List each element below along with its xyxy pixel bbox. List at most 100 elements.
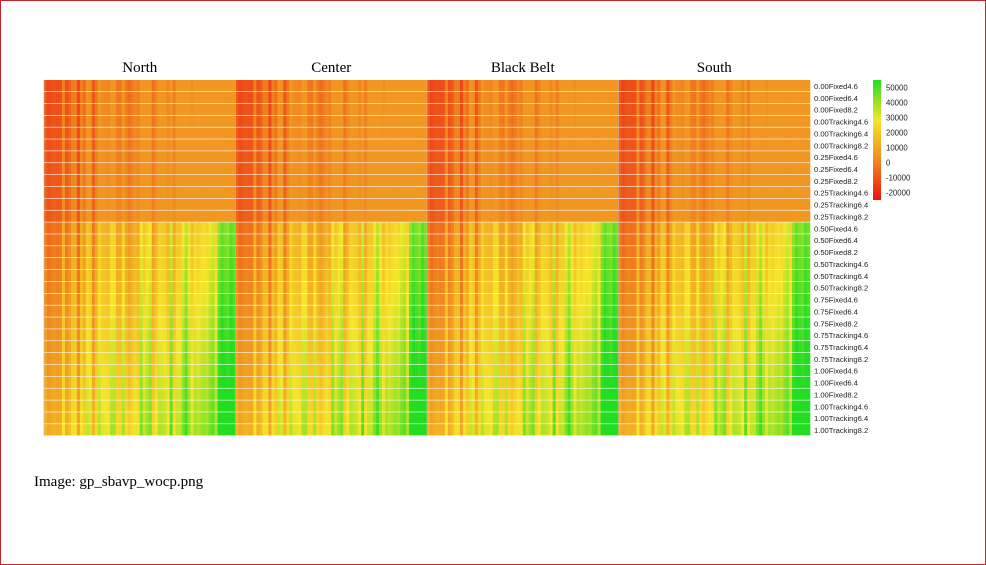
heatmap-cell [217,80,221,92]
heatmap-cell [226,222,230,234]
heatmap-cell [492,412,497,424]
heatmap-cell [136,281,141,293]
heatmap-cell [307,281,311,293]
heatmap-cell [175,400,179,412]
heatmap-cell [283,163,287,175]
heatmap-cell [370,91,374,104]
heatmap-cell [483,163,488,175]
heatmap-cell [528,103,533,115]
heatmap-cell [55,388,60,400]
heatmap-cell [67,174,72,187]
heatmap-cell [382,186,386,199]
heatmap-cell [441,412,446,424]
heatmap-cell [145,127,150,139]
heatmap-cell [169,198,173,210]
heatmap-cell [343,163,347,175]
heatmap-cell [148,246,153,258]
heatmap-cell [91,210,96,222]
heatmap-cell [531,400,536,412]
heatmap-cell [289,139,293,151]
heatmap-cell [157,317,161,329]
heatmap-cell [501,400,506,412]
heatmap-cell [292,80,296,92]
heatmap-cell [172,341,176,353]
heatmap-cell [172,163,176,175]
heatmap-cell [274,115,278,127]
heatmap-cell [415,115,419,127]
heatmap-cell [112,293,117,305]
heatmap-cell [498,222,503,234]
heatmap-cell [262,210,266,222]
heatmap-cell [121,388,126,400]
heatmap-cell [492,424,497,436]
heatmap-cell [115,364,120,377]
heatmap-cell [109,127,114,139]
heatmap-cell [486,352,491,365]
heatmap-cell [112,151,117,163]
heatmap-cell [450,246,455,258]
heatmap-cell [394,127,398,139]
heatmap-cell [70,139,75,151]
heatmap-cell [208,412,212,424]
heatmap-cell [516,352,521,365]
heatmap-cell [331,174,335,187]
heatmap-cell [400,186,404,199]
heatmap-cell [232,352,236,365]
heatmap-cell [211,198,215,210]
heatmap-cell [435,198,440,210]
heatmap-cell [498,305,503,317]
heatmap-cell [286,246,290,258]
heatmap-cell [444,139,449,151]
heatmap-cell [49,388,54,400]
heatmap-cell [298,293,302,305]
heatmap-cell [205,174,209,187]
heatmap-cell [235,258,239,270]
heatmap-cell [55,424,60,436]
heatmap-cell [160,127,164,139]
heatmap-cell [118,234,123,246]
heatmap-cell [349,269,353,282]
heatmap-cell [61,91,66,104]
heatmap-cell [289,186,293,199]
heatmap-cell [118,412,123,424]
heatmap-cell [277,364,281,377]
heatmap-cell [441,400,446,412]
heatmap-cell [462,210,467,222]
heatmap-cell [145,400,150,412]
heatmap-cell [85,293,90,305]
heatmap-cell [130,364,135,377]
heatmap-cell [208,127,212,139]
heatmap-cell [409,210,413,222]
heatmap-cell [52,293,57,305]
heatmap-cell [528,198,533,210]
heatmap-cell [181,352,185,365]
heatmap-cell [277,293,281,305]
heatmap-cell [525,412,530,424]
heatmap-cell [447,352,452,365]
heatmap-cell [322,388,326,400]
heatmap-cell [504,412,509,424]
heatmap-cell [124,329,129,341]
heatmap-cell [301,91,305,104]
heatmap-cell [217,222,221,234]
heatmap-cell [313,388,317,400]
heatmap-cell [259,139,263,151]
heatmap-cell [67,103,72,115]
heatmap-cell [516,400,521,412]
heatmap-cell [304,388,308,400]
heatmap-cell [403,293,407,305]
heatmap-cell [477,317,482,329]
heatmap-cell [142,163,147,175]
heatmap-cell [112,341,117,353]
heatmap-cell [492,80,497,92]
heatmap-cell [486,151,491,163]
heatmap-cell [124,388,129,400]
heatmap-cell [82,198,87,210]
heatmap-cell [229,115,233,127]
heatmap-cell [109,293,114,305]
heatmap-cell [525,151,530,163]
heatmap-cell [480,329,485,341]
heatmap-cell [370,139,374,151]
heatmap-cell [250,281,254,293]
heatmap-cell [507,186,512,199]
